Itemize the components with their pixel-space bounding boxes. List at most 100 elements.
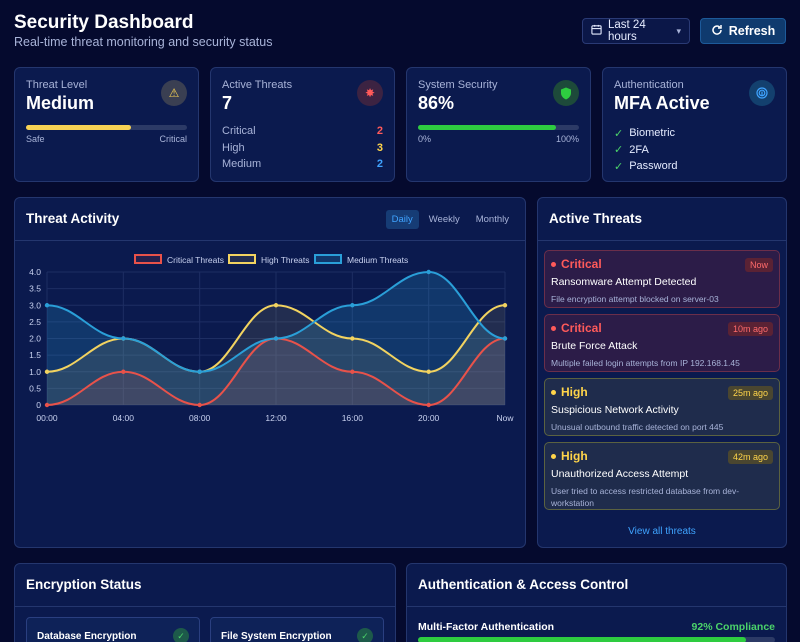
threat-count-value: 2 <box>376 158 383 170</box>
system-security-max: 100% <box>555 134 579 144</box>
data-point <box>502 303 508 308</box>
auth-access-panel: Authentication & Access Control Multi-Fa… <box>406 563 787 642</box>
x-tick-label: 16:00 <box>342 413 364 423</box>
threat-level-fill <box>26 125 131 130</box>
threat-level-label: Threat Level <box>26 79 88 91</box>
legend-swatch <box>134 254 162 264</box>
y-tick-label: 3.5 <box>29 284 41 294</box>
authentication-value: MFA Active <box>614 93 710 113</box>
severity-dot-icon <box>551 325 556 331</box>
y-tick-label: 2.0 <box>29 334 41 344</box>
refresh-button[interactable]: Refresh <box>700 18 786 44</box>
legend-label: Medium Threats <box>347 255 408 265</box>
refresh-icon <box>711 24 723 39</box>
check-icon: ✓ <box>614 127 624 140</box>
severity-dot-icon <box>551 261 556 267</box>
threat-count-name: High <box>222 141 245 154</box>
data-point <box>44 369 50 374</box>
y-tick-label: 3.0 <box>29 300 41 310</box>
data-point <box>273 336 279 341</box>
encryption-status-panel: Encryption Status Database Encryption ✓ … <box>14 563 396 642</box>
threat-level-card: Threat Level Medium ⚠ Safe Critical <box>14 67 199 182</box>
alert-severity: High <box>561 449 588 463</box>
severity-dot-icon <box>551 453 556 459</box>
data-point <box>350 336 355 341</box>
alert-time: 10m ago <box>727 322 773 336</box>
active-threats-value: 7 <box>222 93 233 113</box>
header: Security Dashboard Real-time threat moni… <box>14 12 786 56</box>
data-point <box>121 336 126 341</box>
authentication-label: Authentication <box>614 79 684 91</box>
check-icon: ✓ <box>173 628 189 642</box>
threat-alert[interactable]: High 25m ago Suspicious Network Activity… <box>544 378 780 436</box>
data-point <box>426 269 431 275</box>
alert-severity: Critical <box>561 321 602 335</box>
data-point <box>44 303 50 308</box>
threat-level-bar <box>26 125 187 130</box>
page-subtitle: Real-time threat monitoring and security… <box>14 35 273 49</box>
alert-severity: High <box>561 385 588 399</box>
system-security-bar <box>418 125 579 130</box>
tab-monthly[interactable]: Monthly <box>475 214 509 225</box>
data-point <box>197 402 202 408</box>
view-all-threats-link[interactable]: View all threats <box>628 526 696 537</box>
threat-level-value: Medium <box>26 93 95 113</box>
threat-count-value: 3 <box>376 141 383 154</box>
encryption-item[interactable]: File System Encryption ✓ <box>210 617 384 642</box>
data-point <box>426 369 431 374</box>
check-icon: ✓ <box>614 160 624 173</box>
data-point <box>273 303 279 308</box>
chevron-down-icon: ▾ <box>676 25 681 36</box>
tab-weekly[interactable]: Weekly <box>428 214 460 225</box>
time-range-label: Last 24 hours <box>608 19 646 43</box>
severity-dot-icon <box>551 389 556 395</box>
time-range-dropdown[interactable]: Last 24 hours ▾ <box>582 18 690 44</box>
x-tick-label: 20:00 <box>418 413 440 423</box>
auth-methods: ✓ Biometric ✓ 2FA ✓ Password <box>614 125 678 175</box>
threat-alert[interactable]: Critical Now Ransomware Attempt Detected… <box>544 250 780 308</box>
auth-method-item: ✓ Biometric <box>614 125 678 142</box>
alert-time: 25m ago <box>727 386 773 400</box>
y-tick-label: 0 <box>36 400 41 410</box>
authentication-card: Authentication MFA Active ✓ Biometric ✓ 2F… <box>602 67 787 182</box>
y-tick-label: 1.0 <box>29 367 41 377</box>
alert-time: 42m ago <box>727 450 773 464</box>
alert-title: Unauthorized Access Attempt <box>551 468 689 480</box>
threat-count-row: High 3 <box>222 142 383 159</box>
auth-method-label: 2FA <box>629 143 649 156</box>
data-point <box>426 402 431 408</box>
calendar-icon <box>591 24 602 38</box>
x-tick-label: 08:00 <box>189 413 211 423</box>
mfa-compliance: 92% Compliance <box>691 621 775 633</box>
encryption-status-title: Encryption Status <box>26 577 142 592</box>
shield-icon <box>553 80 579 106</box>
threat-activity-panel: Threat Activity Daily Weekly Monthly 0 0.… <box>14 197 526 548</box>
tab-daily[interactable]: Daily <box>385 210 419 229</box>
y-tick-label: 0.5 <box>29 383 41 393</box>
threat-alert[interactable]: High 42m ago Unauthorized Access Attempt… <box>544 442 780 510</box>
y-tick-label: 4.0 <box>29 267 41 277</box>
data-point <box>350 369 355 374</box>
check-icon: ✓ <box>357 628 373 642</box>
chart-period-tabs: Daily Weekly Monthly <box>385 210 515 229</box>
x-tick-label: 04:00 <box>113 413 135 423</box>
series-area <box>47 305 505 405</box>
auth-access-title: Authentication & Access Control <box>418 577 629 592</box>
auth-method-label: Password <box>629 160 678 173</box>
auth-method-label: Biometric <box>629 127 676 140</box>
auth-method-item: ✓ 2FA <box>614 142 678 159</box>
alert-title: Brute Force Attack <box>551 340 638 352</box>
threat-alert[interactable]: Critical 10m ago Brute Force Attack Mult… <box>544 314 780 372</box>
active-threats-label: Active Threats <box>222 79 293 91</box>
system-security-min: 0% <box>418 134 432 144</box>
encryption-item[interactable]: Database Encryption ✓ <box>26 617 200 642</box>
data-point <box>121 369 126 374</box>
data-point <box>350 303 355 308</box>
alert-description: Multiple failed login attempts from IP 1… <box>551 358 740 368</box>
data-point <box>197 369 202 374</box>
auth-method-item: ✓ Password <box>614 158 678 175</box>
alert-severity: Critical <box>561 257 602 271</box>
threat-level-min: Safe <box>26 134 45 144</box>
threat-counts: Critical 2 High 3 Medium 2 <box>222 125 383 175</box>
warning-icon: ⚠ <box>161 80 187 106</box>
